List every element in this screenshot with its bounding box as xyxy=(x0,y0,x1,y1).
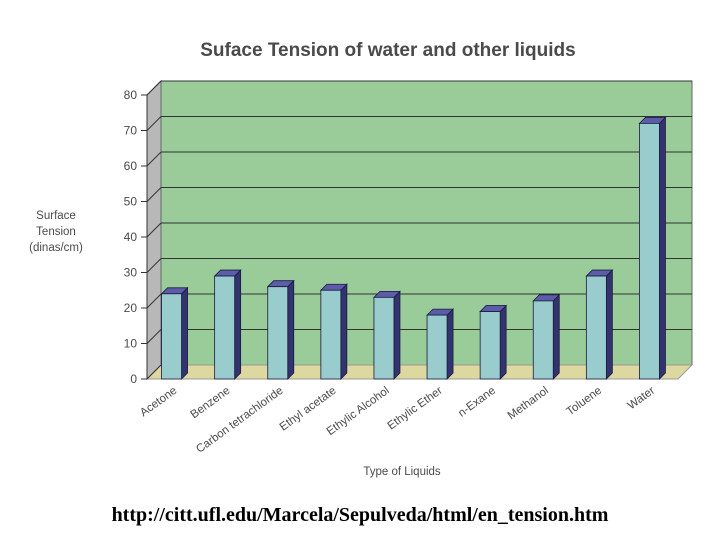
bars xyxy=(160,116,667,380)
y-tick-label: 30 xyxy=(124,266,138,280)
bar xyxy=(479,304,508,380)
bar-side xyxy=(287,279,295,380)
y-axis-title-line-2: Tension xyxy=(36,226,76,238)
bar xyxy=(319,283,348,380)
bar-side xyxy=(181,286,188,380)
bar-front xyxy=(267,286,289,380)
bar-front xyxy=(214,275,236,380)
y-tick-label: 60 xyxy=(124,159,138,173)
surface-tension-chart: Suface Tension of water and other liquid… xyxy=(29,40,694,478)
bar xyxy=(426,308,455,380)
y-axis-title-line-1: Surface xyxy=(36,210,76,222)
source-url: http://citt.ufl.edu/Marcela/Sepulveda/ht… xyxy=(111,504,609,526)
gridline-side xyxy=(146,222,162,238)
bar-front xyxy=(479,311,501,380)
y-tick-label: 0 xyxy=(130,372,137,386)
x-axis-title: Type of Liquids xyxy=(363,466,441,478)
bar-front xyxy=(639,123,660,380)
y-tick-label: 10 xyxy=(124,337,138,351)
category-label: Toluene xyxy=(564,385,604,418)
bar-side xyxy=(605,269,613,380)
bar-front xyxy=(585,275,607,380)
category-label: Carbon tetrachloride xyxy=(194,385,285,456)
category-label: n-Exane xyxy=(456,385,498,420)
category-label: Acetone xyxy=(138,385,179,420)
category-label: Water xyxy=(626,385,658,413)
y-tick-label: 40 xyxy=(124,230,138,244)
bar xyxy=(213,269,242,380)
y-tick-label: 50 xyxy=(124,195,138,209)
y-tick-label: 70 xyxy=(124,124,138,138)
bar-side xyxy=(234,269,242,380)
chart-title: Suface Tension of water and other liquid… xyxy=(200,40,575,61)
bar-front xyxy=(426,314,448,380)
bar xyxy=(532,293,561,380)
bar-front xyxy=(320,289,342,380)
bar xyxy=(585,269,614,380)
bar-side xyxy=(393,290,401,380)
bar-side xyxy=(552,293,560,380)
gridline-side xyxy=(146,187,162,202)
category-label: Methanol xyxy=(506,385,551,423)
y-tick-label: 20 xyxy=(124,301,138,315)
gridline-side xyxy=(146,293,162,309)
bar xyxy=(638,116,667,380)
bar-front xyxy=(161,293,182,380)
y-axis-title-line-3: (dinas/cm) xyxy=(29,242,83,254)
gridline-side xyxy=(146,258,162,273)
category-label: Ethylic Ether xyxy=(386,385,445,433)
bar-side xyxy=(499,304,507,380)
bar-front xyxy=(373,296,395,380)
bar xyxy=(372,290,401,380)
bar-side xyxy=(659,116,666,380)
gridline-side xyxy=(146,151,162,167)
bar-front xyxy=(532,300,554,380)
bar-side xyxy=(446,308,454,380)
y-axis: 0 10 20 30 40 50 60 70 80 xyxy=(124,88,148,386)
gridline-side xyxy=(146,364,162,380)
category-label: Benzene xyxy=(189,385,233,421)
bar-side xyxy=(340,283,348,380)
gridline-side xyxy=(146,116,162,131)
plot-area xyxy=(145,79,694,381)
bar xyxy=(160,286,189,380)
y-tick-label: 80 xyxy=(124,88,138,102)
gridline-side xyxy=(146,329,162,344)
gridline-side xyxy=(146,80,162,96)
bar xyxy=(266,279,295,380)
